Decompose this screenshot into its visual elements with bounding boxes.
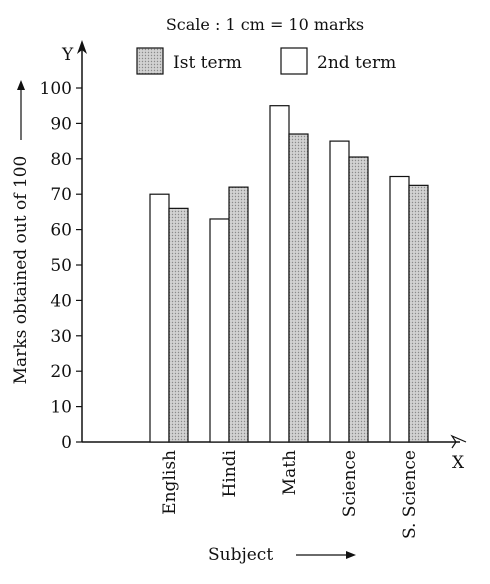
bar-hindi-2nd-term bbox=[209, 218, 230, 443]
y-tick-label: 40 bbox=[50, 291, 72, 311]
y-axis-title: Marks obtained out of 100 bbox=[11, 156, 31, 385]
x-axis-letter: X bbox=[452, 453, 465, 473]
y-axis-letter: Y bbox=[61, 45, 74, 65]
category-label-math: Math bbox=[280, 450, 300, 495]
y-axis-title-group: Marks obtained out of 100 bbox=[11, 80, 31, 384]
legend: Ist term 2nd term bbox=[136, 47, 396, 75]
legend-label-2nd-term: 2nd term bbox=[317, 53, 396, 73]
y-tick-label: 80 bbox=[50, 150, 72, 170]
y-tick-label: 10 bbox=[50, 398, 72, 418]
legend-swatch-2nd-term bbox=[280, 47, 308, 75]
y-tick-label: 30 bbox=[50, 327, 72, 347]
y-tick-label: 90 bbox=[50, 114, 72, 134]
category-label-science: Science bbox=[340, 450, 360, 517]
y-tick-label: 70 bbox=[50, 185, 72, 205]
y-tick-label: 100 bbox=[40, 79, 72, 99]
bar-english-2nd-term bbox=[149, 193, 170, 443]
bar-math-2nd-term bbox=[269, 105, 290, 443]
bars bbox=[149, 105, 429, 443]
category-label-english: English bbox=[160, 450, 180, 515]
x-axis-title: Subject bbox=[208, 545, 273, 565]
legend-label-ist-term: Ist term bbox=[173, 53, 242, 73]
y-tick-label: 60 bbox=[50, 221, 72, 241]
bar-math-ist-term bbox=[288, 133, 309, 443]
bar-hindi-ist-term bbox=[228, 186, 249, 443]
bar-s-science-ist-term bbox=[408, 184, 429, 443]
y-tick-label: 20 bbox=[50, 362, 72, 382]
bar-science-2nd-term bbox=[329, 140, 350, 443]
y-axis-arrow bbox=[77, 40, 87, 54]
category-labels: English Hindi Math Science S. Science bbox=[160, 449, 420, 539]
bar-s-science-2nd-term bbox=[389, 175, 410, 443]
x-axis-arrow bbox=[450, 434, 467, 449]
y-tick-label: 50 bbox=[50, 256, 72, 276]
x-axis-title-group: Subject bbox=[208, 545, 356, 565]
scale-note: Scale : 1 cm = 10 marks bbox=[166, 15, 364, 34]
bar-science-ist-term bbox=[348, 156, 369, 443]
y-ticks: 0 10 20 30 40 50 60 70 80 90 100 bbox=[40, 79, 82, 453]
bar-english-ist-term bbox=[168, 207, 189, 443]
legend-swatch-ist-term bbox=[136, 47, 164, 75]
x-axis-title-arrowhead bbox=[346, 551, 356, 559]
category-label-hindi: Hindi bbox=[220, 449, 240, 497]
y-tick-label: 0 bbox=[61, 433, 72, 453]
category-label-s-science: S. Science bbox=[400, 450, 420, 539]
y-axis: Y bbox=[61, 40, 87, 442]
y-axis-title-arrowhead bbox=[17, 80, 25, 90]
